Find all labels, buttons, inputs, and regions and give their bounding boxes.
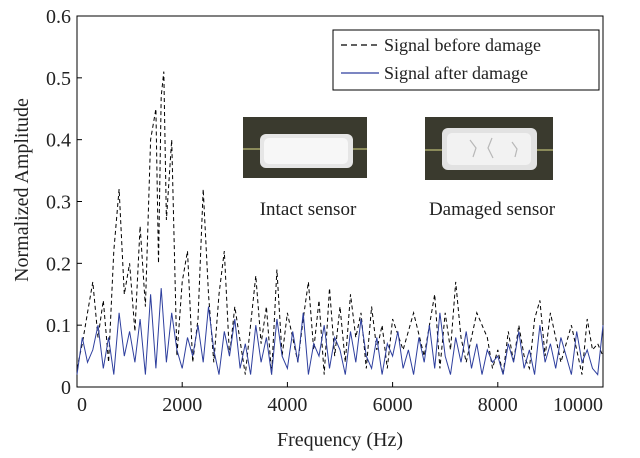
- y-axis-title: Normalized Amplitude: [11, 98, 33, 282]
- tick-layer: 0 2000 4000 6000 8000 10000 0 0.1 0.2 0.3 0.4 0.5 0.…: [46, 6, 604, 416]
- x-tick-label: 6000: [373, 394, 413, 416]
- x-tick-label: 10000: [553, 394, 603, 416]
- y-tick-label: 0.2: [46, 253, 71, 275]
- intact-sensor-photo: [243, 117, 367, 178]
- x-tick-label: 2000: [162, 394, 202, 416]
- damaged-sensor-photo: [425, 117, 553, 180]
- y-tick-label: 0.1: [46, 315, 71, 337]
- y-tick-label: 0.6: [46, 6, 71, 28]
- intact-sensor-highlight: [264, 138, 348, 164]
- series-line-after-damage: [76, 288, 604, 376]
- series-layer: [76, 71, 604, 376]
- legend-box: [332, 29, 600, 91]
- legend-label-before: Signal before damage: [384, 35, 541, 55]
- damaged-sensor-cracks: [469, 137, 518, 159]
- y-tick-label: 0.5: [46, 68, 71, 90]
- x-tick-label: 8000: [478, 394, 518, 416]
- y-tick-label: 0.4: [46, 130, 71, 152]
- intact-caption: Intact sensor: [260, 199, 357, 220]
- y-tick-label: 0.3: [46, 192, 71, 214]
- x-tick-label: 4000: [267, 394, 307, 416]
- legend: Signal before damage Signal after damage: [332, 29, 600, 91]
- x-axis-title: Frequency (Hz): [277, 429, 403, 451]
- series-line-before-damage: [76, 71, 604, 375]
- legend-label-after: Signal after damage: [384, 63, 528, 83]
- y-tick-label: 0: [61, 377, 71, 399]
- damaged-caption: Damaged sensor: [429, 199, 556, 220]
- x-tick-label: 0: [77, 394, 87, 416]
